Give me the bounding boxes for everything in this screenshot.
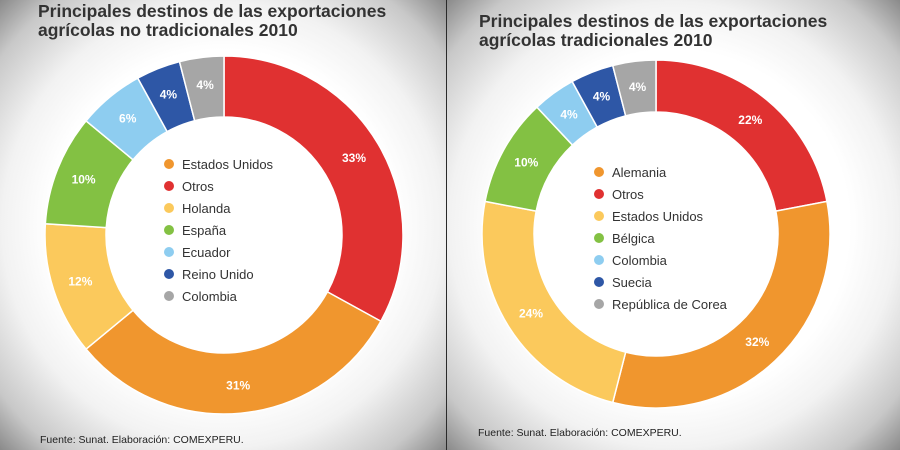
legend-marker xyxy=(594,299,604,309)
legend-item-estados-unidos: Estados Unidos xyxy=(164,153,273,175)
slice-label-holanda: 12% xyxy=(68,275,92,289)
legend-item-ecuador: Ecuador xyxy=(164,241,273,263)
legend-label: Estados Unidos xyxy=(612,208,704,224)
slice-label-suecia: 4% xyxy=(593,89,611,103)
legend-label: Otros xyxy=(182,178,214,194)
legend-item-otros: Otros xyxy=(164,175,273,197)
legend-item-espana: España xyxy=(164,219,273,241)
legend-marker xyxy=(594,255,604,265)
legend-label: Colombia xyxy=(182,288,237,304)
legend-label: Ecuador xyxy=(182,244,231,260)
legend-marker xyxy=(594,211,604,221)
legend-item-colombia: Colombia xyxy=(594,249,727,271)
slice-label-estados-unidos: 24% xyxy=(519,306,543,320)
slice-otros xyxy=(223,55,404,323)
legend-marker xyxy=(594,233,604,243)
chart-panel-no-tradicionales: Principales destinos de las exportacione… xyxy=(0,0,446,450)
legend-marker xyxy=(164,291,174,301)
chart-legend: Alemania Otros Estados Unidos Bélgica Colomb… xyxy=(594,161,727,315)
legend-marker xyxy=(164,247,174,257)
slice-label-reino-unido: 4% xyxy=(160,88,178,102)
chart-legend: Estados Unidos Otros Holanda España Ecuador R… xyxy=(164,153,273,307)
chart-title: Principales destinos de las exportacione… xyxy=(479,11,828,50)
legend-marker xyxy=(164,225,174,235)
legend-label: República de Corea xyxy=(612,296,727,312)
legend-item-belgica: Bélgica xyxy=(594,227,727,249)
legend-item-holanda: Holanda xyxy=(164,197,273,219)
legend-marker xyxy=(164,159,174,169)
donut-chart: 33% 31% 12% 10% 6% 4% 4% xyxy=(44,55,404,415)
slice-label-ecuador: 6% xyxy=(119,112,137,126)
legend-marker xyxy=(164,269,174,279)
slice-estados-unidos xyxy=(85,290,382,415)
legend-item-reino-unido: Reino Unido xyxy=(164,263,273,285)
chart-title: Principales destinos de las exportacione… xyxy=(38,1,387,40)
slice-label-otros: 22% xyxy=(738,113,762,127)
slice-label-estados-unidos: 31% xyxy=(226,378,250,392)
chart-panel-tradicionales: Principales destinos de las exportacione… xyxy=(447,0,900,450)
slice-label-colombia: 4% xyxy=(196,78,214,92)
slice-alemania xyxy=(611,200,831,409)
legend-label: Otros xyxy=(612,186,644,202)
legend-label: España xyxy=(182,222,227,238)
slice-label-colombia: 4% xyxy=(560,107,578,121)
slice-label-alemania: 32% xyxy=(745,335,769,349)
legend-marker xyxy=(594,167,604,177)
donut-chart: 22% 32% 24% 10% 4% 4% 4% xyxy=(481,59,831,409)
legend-label: Reino Unido xyxy=(182,266,254,282)
legend-label: Holanda xyxy=(182,200,231,216)
slice-label-otros: 33% xyxy=(342,151,366,165)
legend-marker xyxy=(164,181,174,191)
slice-label-espana: 10% xyxy=(72,172,96,186)
legend-label: Estados Unidos xyxy=(182,156,274,172)
legend-marker xyxy=(164,203,174,213)
legend-label: Alemania xyxy=(612,164,667,180)
legend-label: Bélgica xyxy=(612,230,655,246)
legend-marker xyxy=(594,277,604,287)
slice-label-republica-de-corea: 4% xyxy=(629,80,647,94)
legend-item-republica-de-corea: República de Corea xyxy=(594,293,727,315)
legend-label: Colombia xyxy=(612,252,667,268)
legend-label: Suecia xyxy=(612,274,652,290)
slice-republica-de-corea xyxy=(611,59,657,117)
chart-source: Fuente: Sunat. Elaboración: COMEXPERU. xyxy=(478,427,682,439)
legend-item-alemania: Alemania xyxy=(594,161,727,183)
legend-item-estados-unidos: Estados Unidos xyxy=(594,205,727,227)
slice-colombia xyxy=(178,55,225,122)
legend-item-colombia: Colombia xyxy=(164,285,273,307)
chart-source: Fuente: Sunat. Elaboración: COMEXPERU. xyxy=(40,434,244,446)
legend-item-otros: Otros xyxy=(594,183,727,205)
slice-label-belgica: 10% xyxy=(514,156,538,170)
legend-item-suecia: Suecia xyxy=(594,271,727,293)
legend-marker xyxy=(594,189,604,199)
